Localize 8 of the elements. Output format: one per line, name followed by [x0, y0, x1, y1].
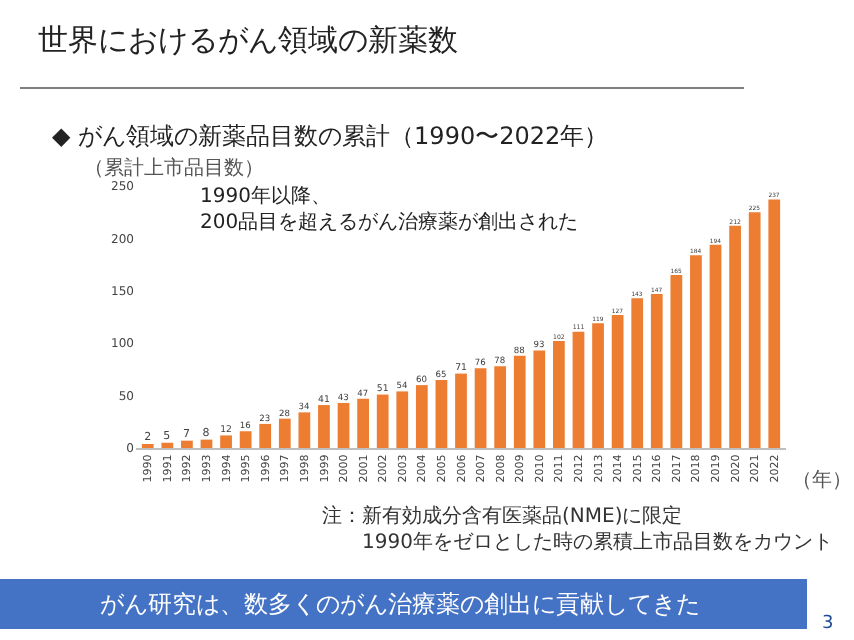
text: 注：新有効成分含有医薬品(NME)に限定 1990年をゼロとした時の累積上市品目数をカウント — [322, 504, 833, 554]
annotation: 1990年以降、 200品目を超えるがん治療薬が創出された — [200, 184, 579, 234]
y-axis-title: （累計上市品目数） — [84, 156, 264, 180]
chart-title: 世界におけるがん領域の新薬数 — [38, 21, 459, 58]
chart-subtitle: ◆ がん領域の新薬品目数の累計（1990〜2022年） — [52, 122, 609, 150]
x-axis-title: （年） — [792, 468, 852, 492]
text: がん研究は、数多くのがん治療薬の創出に貢献してきた — [4, 590, 796, 618]
text: 3 — [822, 614, 834, 634]
